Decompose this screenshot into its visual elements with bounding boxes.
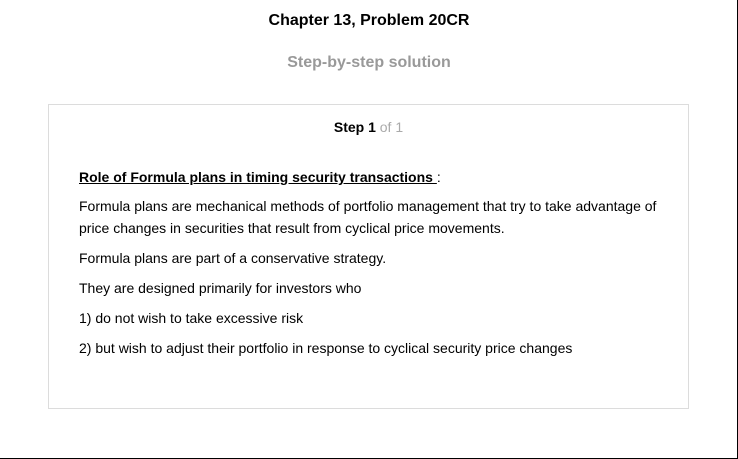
section-heading: Role of Formula plans in timing security… <box>79 169 437 185</box>
heading-colon: : <box>436 169 441 185</box>
solution-step-card: Step 1 of 1 Role of Formula plans in tim… <box>48 104 689 409</box>
list-item-1: 1) do not wish to take excessive risk <box>79 310 304 326</box>
step-header: Step 1 of 1 <box>49 119 688 135</box>
chapter-title: Chapter 13, Problem 20CR <box>268 12 470 29</box>
step-content: Role of Formula plans in timing security… <box>79 166 664 367</box>
step-count: of 1 <box>375 119 404 135</box>
paragraph-investors: They are designed primarily for investor… <box>79 280 362 296</box>
paragraph-definition: Formula plans are mechanical methods of … <box>79 198 657 236</box>
section-heading-line: Role of Formula plans in timing security… <box>79 166 664 188</box>
step-label: Step 1 <box>333 119 376 135</box>
solution-subtitle: Step-by-step solution <box>287 54 451 71</box>
paragraph-strategy: Formula plans are part of a conservative… <box>79 250 387 266</box>
list-item-2: 2) but wish to adjust their portfolio in… <box>79 340 573 356</box>
